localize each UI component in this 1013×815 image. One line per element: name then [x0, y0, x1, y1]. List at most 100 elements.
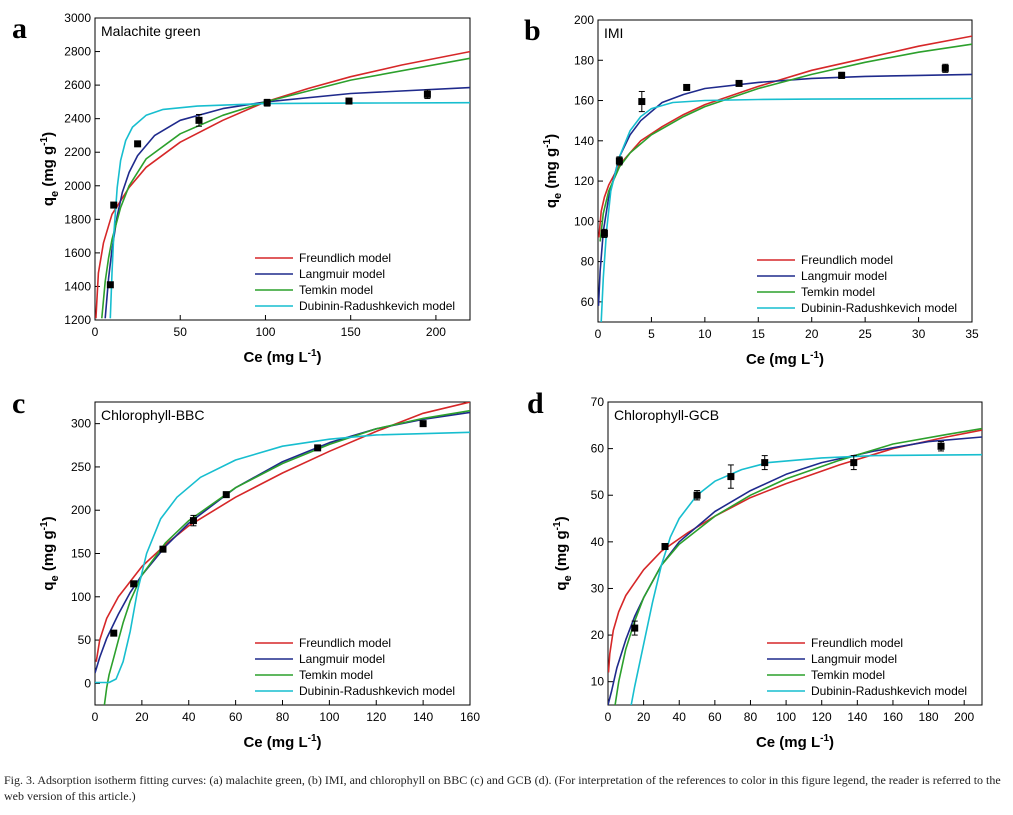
y-tick-label: 140 [574, 134, 594, 148]
data-point [314, 444, 322, 452]
y-tick-label: 250 [71, 460, 91, 474]
data-point [600, 229, 608, 237]
y-tick-label: 20 [591, 628, 605, 642]
x-tick-label: 5 [648, 327, 655, 341]
panel-letter: d [527, 387, 544, 420]
fit-curves [608, 427, 982, 705]
data-point [727, 473, 735, 481]
legend-entry: Dubinin-Radushkevich model [801, 301, 957, 315]
data-point [419, 420, 427, 428]
y-tick-label: 150 [71, 547, 91, 561]
x-tick-label: 0 [605, 710, 612, 724]
y-tick-label: 50 [78, 633, 92, 647]
legend-entry: Langmuir model [299, 652, 385, 666]
legend-entry: Temkin model [801, 285, 875, 299]
figure-caption: Fig. 3. Adsorption isotherm fitting curv… [4, 773, 1001, 803]
data-point [735, 79, 743, 87]
series-line [95, 402, 470, 662]
x-tick-label: 0 [92, 710, 99, 724]
x-tick-label: 120 [812, 710, 832, 724]
y-tick-label: 50 [591, 488, 605, 502]
fit-curves [95, 50, 470, 319]
x-tick-label: 0 [595, 327, 602, 341]
y-tick-label: 2600 [64, 78, 91, 92]
x-tick-label: 160 [460, 710, 480, 724]
y-tick-label: 2200 [64, 145, 91, 159]
data-point [134, 140, 142, 148]
panel-letter: b [524, 14, 541, 47]
x-axis-label: Ce (mg L-1) [756, 733, 834, 751]
y-tick-label: 60 [591, 442, 605, 456]
x-tick-label: 160 [883, 710, 903, 724]
chart-panel-d: d 0 20 40 60 80 100 120 140 160 180 200 10 20 30 40 50 60… [527, 387, 983, 751]
y-axis-label: qe (mg g-1) [39, 516, 61, 590]
legend-entry: Langmuir model [299, 267, 385, 281]
legend-entry: Freundlich model [299, 636, 391, 650]
data-point [661, 543, 669, 551]
y-tick-label: 2400 [64, 112, 91, 126]
series-line [104, 86, 470, 319]
data-point [263, 99, 271, 107]
y-tick-label: 200 [71, 503, 91, 517]
data-point [110, 201, 118, 209]
x-tick-label: 25 [858, 327, 872, 341]
chart-panel-a: a 0 50 100 150 200 1200 1400 1600 1800 2000 2200 240… [12, 11, 471, 366]
series-line [608, 429, 982, 673]
y-tick-label: 2000 [64, 179, 91, 193]
x-tick-label: 100 [319, 710, 339, 724]
series-line [101, 57, 470, 319]
x-tick-label: 150 [341, 325, 361, 339]
chart-panel-c: c 0 20 40 60 80 100 120 140 160 0 50 100 150 200 250 300… [12, 387, 480, 751]
x-tick-label: 180 [919, 710, 939, 724]
y-axis-label: qe (mg g-1) [39, 132, 61, 206]
x-tick-label: 60 [708, 710, 722, 724]
y-tick-label: 160 [574, 94, 594, 108]
series-line [95, 431, 470, 684]
y-tick-label: 60 [581, 295, 595, 309]
x-tick-label: 20 [135, 710, 149, 724]
legend-entry: Temkin model [811, 668, 885, 682]
figure-canvas: a0 50 100 150 200120014001600180020002200240… [12, 11, 983, 751]
data-point [941, 64, 949, 72]
y-axis-label: qe (mg g-1) [542, 134, 564, 208]
plot-title: Chlorophyll-GCB [614, 407, 719, 423]
panel-letter: c [12, 387, 25, 420]
x-tick-label: 200 [954, 710, 974, 724]
data-point [838, 71, 846, 79]
y-tick-label: 10 [591, 675, 605, 689]
legend-entry: Dubinin-Radushkevich model [299, 684, 455, 698]
plot-frame [607, 401, 983, 706]
x-axis-label: Ce (mg L-1) [243, 348, 321, 366]
series-line [103, 409, 470, 705]
y-tick-label: 40 [591, 535, 605, 549]
legend-entry: Temkin model [299, 668, 373, 682]
y-axis-label: qe (mg g-1) [552, 516, 574, 590]
x-tick-label: 15 [752, 327, 766, 341]
x-tick-label: 80 [276, 710, 290, 724]
y-tick-label: 180 [574, 53, 594, 67]
series-line [95, 50, 470, 319]
fit-curves [95, 402, 470, 705]
data-point [615, 157, 623, 165]
legend-entry: Langmuir model [811, 652, 897, 666]
y-tick-label: 1200 [64, 313, 91, 327]
data-point [159, 545, 167, 553]
y-tick-label: 70 [591, 395, 605, 409]
x-tick-label: 20 [637, 710, 651, 724]
series-line [614, 427, 982, 705]
x-tick-label: 200 [426, 325, 446, 339]
data-point [761, 459, 769, 467]
y-tick-label: 30 [591, 581, 605, 595]
series-line [599, 43, 972, 242]
data-point [693, 491, 701, 499]
x-tick-label: 60 [229, 710, 243, 724]
legend-entry: Dubinin-Radushkevich model [811, 684, 967, 698]
data-point [423, 90, 431, 98]
y-tick-label: 100 [574, 214, 594, 228]
x-tick-label: 40 [182, 710, 196, 724]
data-point [850, 459, 858, 467]
series-line [598, 35, 972, 238]
x-tick-label: 40 [673, 710, 687, 724]
x-tick-label: 140 [413, 710, 433, 724]
fit-curves [598, 35, 972, 322]
